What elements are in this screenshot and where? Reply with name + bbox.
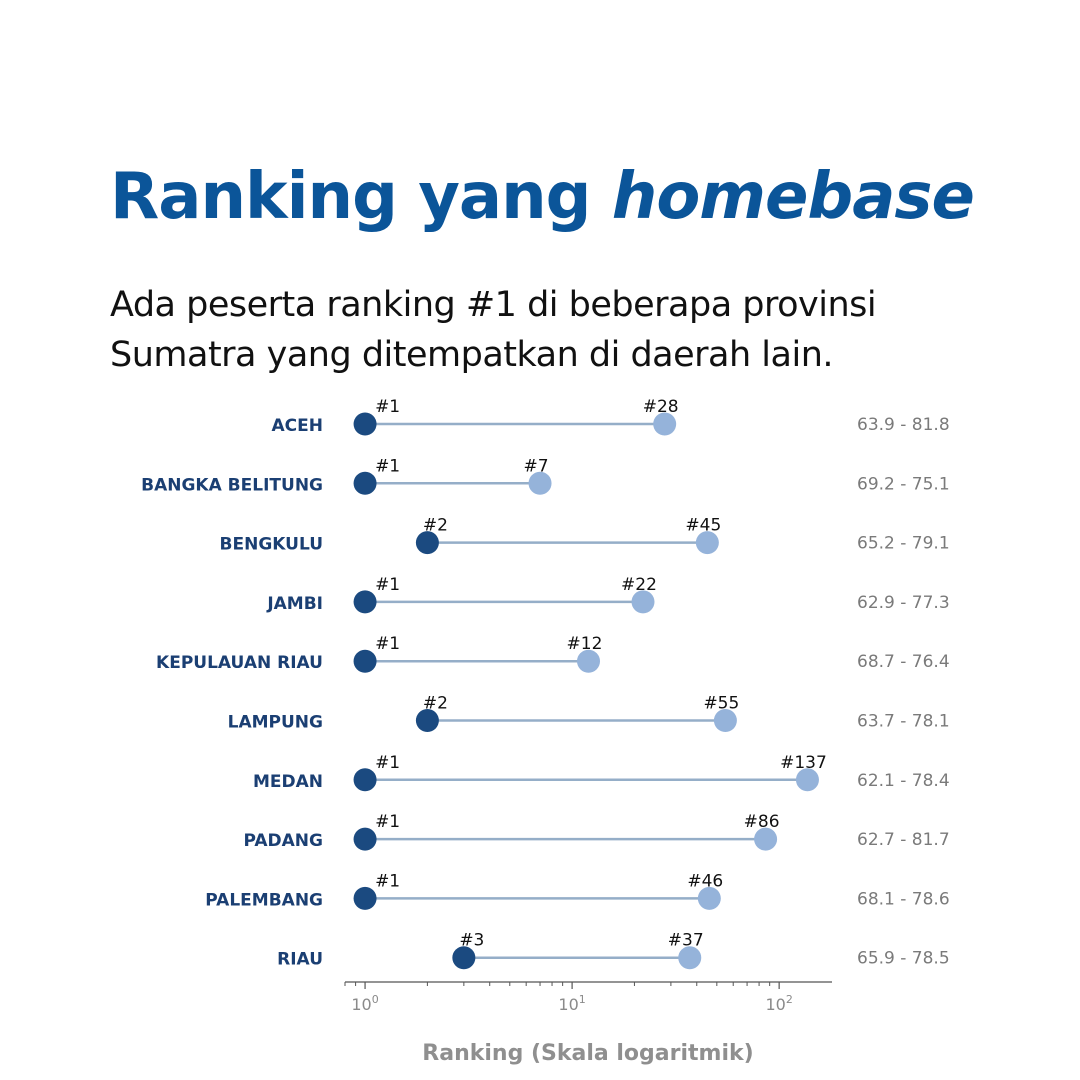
score-range-label: 63.9 - 81.8: [857, 415, 950, 435]
max-rank-dot: [695, 531, 719, 555]
score-range-label: 62.1 - 78.4: [857, 771, 950, 791]
max-rank-dot: [754, 827, 778, 851]
min-rank-dot: [353, 471, 377, 495]
min-rank-dot: [353, 768, 377, 792]
subtitle-line-1: Ada peserta ranking #1 di beberapa provi…: [110, 285, 877, 325]
x-tick-label: 101: [558, 993, 585, 1014]
category-label: KEPULAUAN RIAU: [156, 653, 323, 673]
category-label: LAMPUNG: [228, 713, 323, 733]
score-range-label: 68.7 - 76.4: [857, 652, 950, 672]
chart-row: MEDAN #1 #137 62.1 - 78.4: [253, 753, 950, 792]
min-rank-label: #1: [375, 575, 400, 595]
max-rank-dot: [577, 649, 600, 673]
max-rank-label: #12: [567, 634, 603, 654]
min-rank-dot: [452, 946, 476, 970]
chart-row: KEPULAUAN RIAU #1 #12 68.7 - 76.4: [156, 634, 950, 673]
chart-row: BENGKULU #2 #45 65.2 - 79.1: [220, 516, 950, 555]
max-rank-label: #55: [703, 694, 739, 714]
max-rank-dot: [653, 412, 677, 436]
score-range-label: 62.9 - 77.3: [857, 593, 950, 613]
max-rank-label: #46: [687, 871, 723, 891]
min-rank-label: #1: [375, 456, 400, 476]
x-tick-label: 100: [351, 993, 378, 1014]
score-range-label: 68.1 - 78.6: [857, 889, 950, 909]
max-rank-dot: [697, 886, 721, 910]
category-label: BANGKA BELITUNG: [141, 475, 323, 495]
min-rank-dot: [415, 531, 439, 555]
category-label: RIAU: [277, 950, 323, 970]
min-rank-dot: [353, 649, 377, 673]
max-rank-label: #22: [621, 575, 657, 595]
page-subtitle: Ada peserta ranking #1 di beberapa provi…: [110, 280, 990, 380]
chart-row: BANGKA BELITUNG #1 #7 69.2 - 75.1: [141, 456, 950, 495]
page-title: Ranking yang homebase: [110, 160, 975, 234]
max-rank-label: #45: [685, 516, 721, 536]
min-rank-label: #1: [375, 871, 400, 891]
score-range-label: 65.9 - 78.5: [857, 949, 950, 969]
category-label: BENGKULU: [220, 535, 323, 555]
chart-row: PALEMBANG #1 #46 68.1 - 78.6: [205, 871, 949, 910]
min-rank-label: #1: [375, 753, 400, 773]
subtitle-line-2: Sumatra yang ditempatkan di daerah lain.: [110, 335, 834, 375]
score-range-label: 65.2 - 79.1: [857, 534, 950, 554]
max-rank-dot: [631, 590, 655, 614]
category-label: JAMBI: [266, 594, 323, 614]
min-rank-label: #3: [459, 931, 484, 951]
max-rank-label: #7: [524, 456, 549, 476]
score-range-label: 62.7 - 81.7: [857, 830, 950, 850]
min-rank-dot: [415, 709, 439, 732]
x-axis-title: Ranking (Skala logaritmik): [422, 1041, 753, 1066]
max-rank-dot: [795, 768, 819, 792]
max-rank-label: #137: [780, 753, 827, 773]
min-rank-label: #2: [423, 694, 448, 714]
chart-row: LAMPUNG #2 #55 63.7 - 78.1: [228, 694, 950, 733]
chart-row: ACEH #1 #28 63.9 - 81.8: [272, 397, 950, 436]
chart-row: PADANG #1 #86 62.7 - 81.7: [243, 812, 949, 851]
max-rank-label: #28: [643, 397, 679, 417]
x-tick-label: 102: [765, 993, 792, 1014]
max-rank-dot: [528, 471, 552, 495]
title-italic: homebase: [611, 160, 975, 234]
min-rank-dot: [353, 590, 377, 614]
score-range-label: 63.7 - 78.1: [857, 712, 950, 732]
min-rank-dot: [353, 886, 377, 910]
min-rank-label: #1: [375, 397, 400, 417]
category-label: PALEMBANG: [205, 890, 323, 910]
max-rank-label: #37: [668, 931, 704, 951]
max-rank-dot: [713, 709, 737, 732]
min-rank-dot: [353, 827, 377, 851]
chart-row: RIAU #3 #37 65.9 - 78.5: [277, 931, 950, 970]
category-label: MEDAN: [253, 772, 323, 792]
max-rank-label: #86: [744, 812, 780, 832]
min-rank-label: #1: [375, 634, 400, 654]
x-axis: 100 101 102 Ranking (Skala logaritmik): [344, 981, 832, 1066]
chart-rows: ACEH #1 #28 63.9 - 81.8 BANGKA BELITUNG #1 #7 6…: [141, 397, 950, 970]
category-label: PADANG: [243, 831, 323, 851]
min-rank-dot: [353, 412, 377, 436]
min-rank-label: #2: [423, 516, 448, 536]
chart-row: JAMBI #1 #22 62.9 - 77.3: [266, 575, 949, 614]
score-range-label: 69.2 - 75.1: [857, 474, 950, 494]
title-main: Ranking yang: [110, 160, 612, 234]
min-rank-label: #1: [375, 812, 400, 832]
max-rank-dot: [678, 946, 702, 970]
category-label: ACEH: [272, 416, 323, 436]
